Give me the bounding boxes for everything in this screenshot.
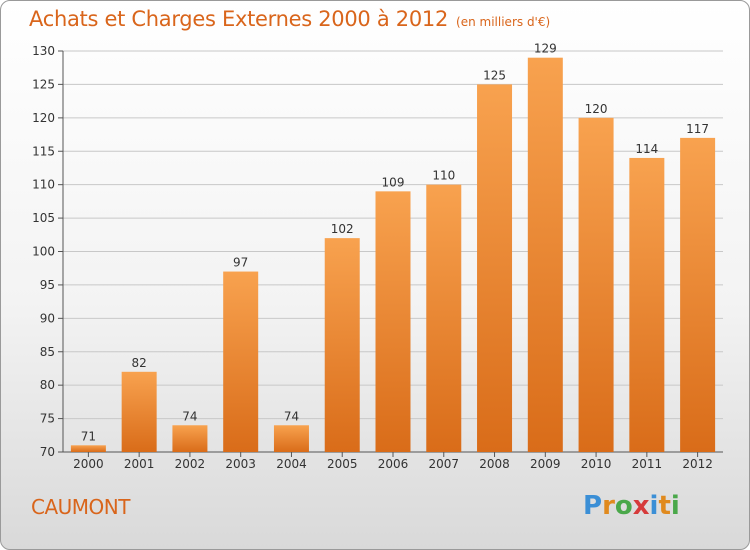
- x-tick-label-2010: 2010: [581, 457, 612, 471]
- x-tick-label-2005: 2005: [327, 457, 358, 471]
- y-tick-label: 70: [40, 445, 55, 459]
- bar-2006: [375, 191, 411, 452]
- y-tick-label: 120: [32, 111, 55, 125]
- y-tick-label: 115: [32, 144, 55, 158]
- x-tick-label-2001: 2001: [124, 457, 155, 471]
- unit-note: (en milliers d'€): [456, 15, 551, 29]
- data-label-2005: 102: [331, 222, 354, 236]
- bar-2009: [527, 57, 563, 452]
- y-tick-label: 110: [32, 178, 55, 192]
- y-tick-label: 85: [40, 345, 55, 359]
- logo-letter: r: [602, 491, 615, 521]
- data-label-2012: 117: [686, 122, 709, 136]
- bar-2002: [172, 425, 208, 452]
- x-tick-label-2000: 2000: [73, 457, 104, 471]
- y-tick-label: 125: [32, 77, 55, 91]
- x-tick-labels: 2000 2001 2002 2003 2004 2005 2006 2007 2008 2009…: [73, 452, 713, 471]
- bar-2005: [324, 238, 360, 452]
- bar-2008: [477, 84, 513, 453]
- y-tick-label: 130: [32, 44, 55, 58]
- data-label-2011: 114: [635, 142, 658, 156]
- bar-2011: [629, 157, 665, 452]
- chart-title: Achats et Charges Externes 2000 à 2012 (e…: [29, 7, 550, 31]
- bar-2004: [273, 425, 309, 452]
- data-label-2000: 71: [81, 429, 96, 443]
- data-label-2009: 129: [534, 42, 557, 56]
- x-tick-label-2002: 2002: [175, 457, 206, 471]
- logo-letter: i: [670, 491, 680, 521]
- proxiti-logo: Proxiti: [583, 491, 680, 521]
- x-tick-label-2007: 2007: [428, 457, 459, 471]
- logo-letter: o: [614, 491, 633, 521]
- data-label-2003: 97: [233, 256, 248, 270]
- data-label-2004: 74: [284, 409, 299, 423]
- data-label-2007: 110: [432, 169, 455, 183]
- x-tick-label-2012: 2012: [682, 457, 713, 471]
- bars: [70, 57, 716, 453]
- logo-letter: t: [658, 491, 671, 521]
- x-tick-label-2011: 2011: [632, 457, 663, 471]
- x-tick-label-2006: 2006: [378, 457, 409, 471]
- x-tick-label-2003: 2003: [225, 457, 256, 471]
- y-tick-label: 90: [40, 311, 55, 325]
- logo-letter: P: [583, 491, 603, 521]
- data-label-2002: 74: [182, 409, 197, 423]
- x-tick-label-2008: 2008: [479, 457, 510, 471]
- bar-2000: [70, 445, 106, 452]
- chart-title-text: Achats et Charges Externes 2000 à 2012: [29, 7, 449, 31]
- data-label-2008: 125: [483, 68, 506, 82]
- y-tick-label: 75: [40, 412, 55, 426]
- logo-letter: i: [649, 491, 659, 521]
- bar-2012: [680, 137, 716, 452]
- y-tick-label: 95: [40, 278, 55, 292]
- bar-2007: [426, 184, 462, 452]
- data-label-2010: 120: [585, 102, 608, 116]
- bar-2010: [578, 117, 614, 452]
- data-label-2001: 82: [132, 356, 147, 370]
- y-tick-label: 80: [40, 378, 55, 392]
- city-name: CAUMONT: [31, 495, 130, 519]
- y-tick-label: 105: [32, 211, 55, 225]
- bar-2003: [223, 271, 259, 452]
- bar-2001: [121, 371, 157, 452]
- y-tick-labels: 70 75 80 85 90 95 100 105 110 115 120 125 130: [32, 44, 55, 459]
- data-label-2006: 109: [382, 175, 405, 189]
- y-tick-label: 100: [32, 245, 55, 259]
- logo-letter: x: [632, 491, 650, 521]
- x-tick-label-2009: 2009: [530, 457, 561, 471]
- x-tick-label-2004: 2004: [276, 457, 307, 471]
- data-labels: 71 82 74 97 74 102 109 110 125 129 120 114 117: [81, 42, 709, 444]
